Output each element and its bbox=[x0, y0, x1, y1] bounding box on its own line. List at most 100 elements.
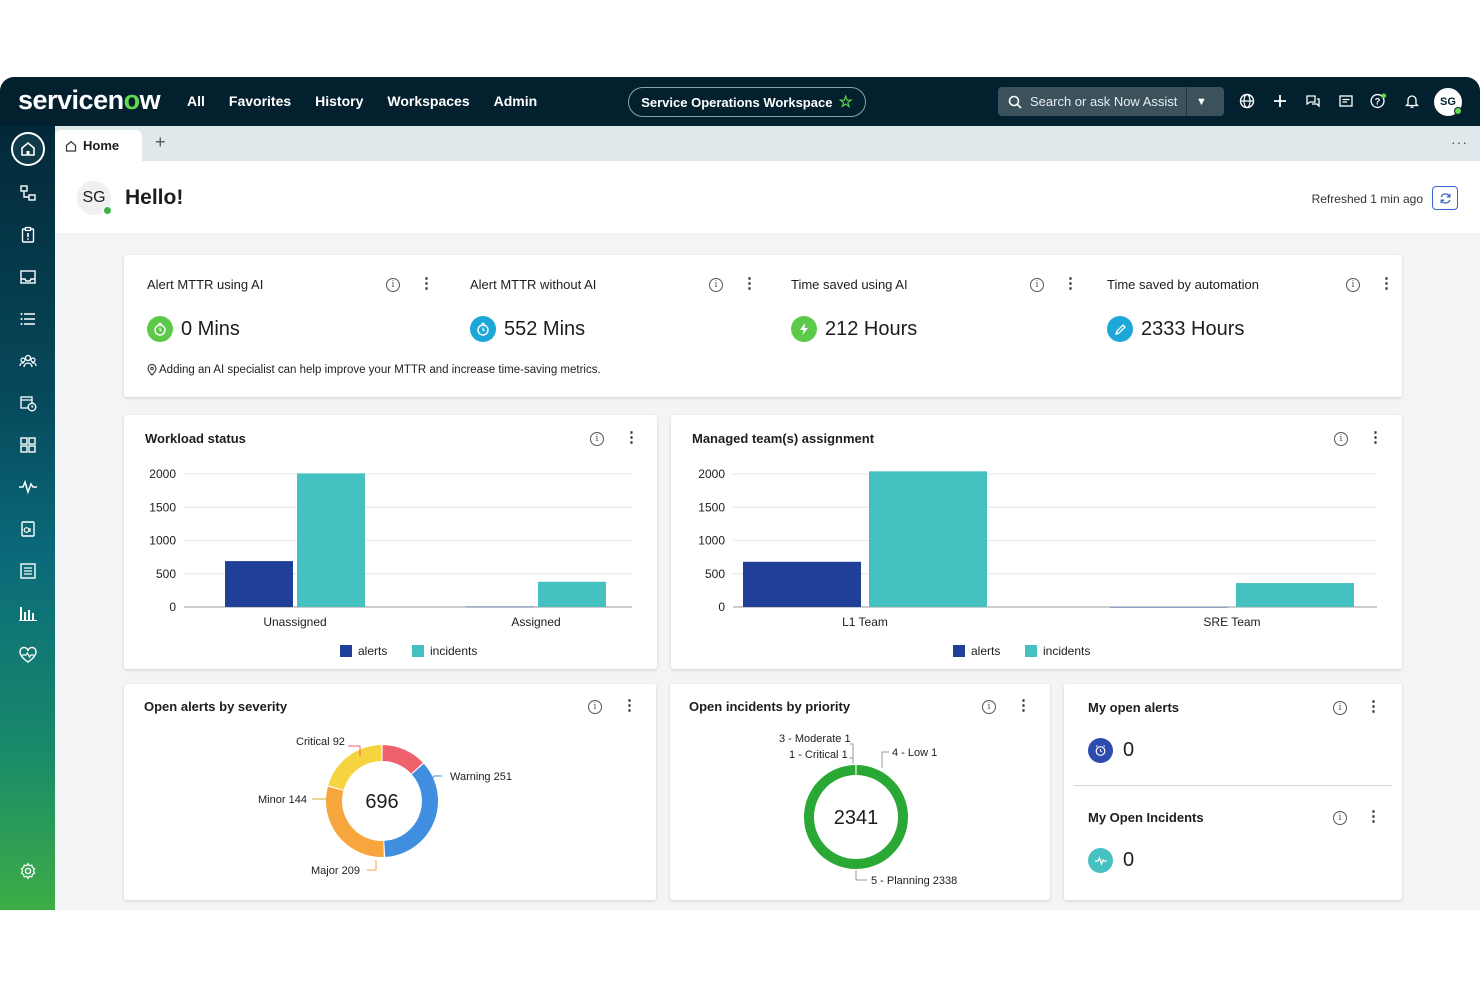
nav-menu: All Favorites History Workspaces Admin bbox=[187, 93, 537, 109]
donut-slice bbox=[382, 745, 423, 774]
metric-label: Time saved by automation bbox=[1107, 277, 1259, 292]
refresh-icon bbox=[1440, 192, 1450, 204]
list-icon[interactable] bbox=[14, 305, 42, 333]
globe-icon[interactable] bbox=[1238, 90, 1255, 112]
add-tab-button[interactable]: + bbox=[155, 132, 166, 152]
heart-health-icon[interactable] bbox=[14, 641, 42, 669]
tab-home-label: Home bbox=[83, 138, 120, 153]
info-icon[interactable]: i bbox=[1030, 278, 1044, 292]
kebab-menu-icon[interactable]: ⋮ bbox=[419, 275, 434, 292]
form-list-icon[interactable] bbox=[14, 557, 42, 585]
info-icon[interactable]: i bbox=[1333, 701, 1347, 715]
tab-bar: Home + ··· bbox=[55, 126, 1480, 161]
alarm-clock-icon bbox=[1088, 738, 1113, 763]
analytics-icon[interactable] bbox=[14, 599, 42, 627]
leader-line bbox=[367, 860, 377, 871]
more-options-icon[interactable]: ··· bbox=[1451, 134, 1468, 150]
card-title: Managed team(s) assignment bbox=[692, 431, 875, 446]
x-category-label: L1 Team bbox=[842, 615, 888, 629]
nav-history[interactable]: History bbox=[315, 93, 364, 109]
home-icon[interactable] bbox=[11, 132, 45, 166]
legend-swatch bbox=[953, 645, 965, 657]
inbox-icon[interactable] bbox=[1337, 90, 1354, 112]
info-icon[interactable]: i bbox=[386, 278, 400, 292]
my-open-incidents-value[interactable]: 0 bbox=[1088, 848, 1134, 873]
info-icon[interactable]: i bbox=[1334, 432, 1348, 446]
global-search[interactable]: Search or ask Now Assist ▼ bbox=[998, 87, 1224, 116]
kebab-menu-icon[interactable]: ⋮ bbox=[1368, 429, 1383, 446]
slice-label-name: Warning bbox=[450, 771, 491, 783]
inbox-tray-icon[interactable] bbox=[14, 263, 42, 291]
metric-value: 0 Mins bbox=[147, 316, 240, 342]
managed-bar-chart: 0 500 1000 1500 2000 L1 Team SRE Team alerts inc… bbox=[698, 467, 1377, 658]
kebab-menu-icon[interactable]: ⋮ bbox=[742, 275, 757, 292]
my-open-alerts-value[interactable]: 0 bbox=[1088, 738, 1134, 763]
legend-label: alerts bbox=[358, 644, 387, 658]
slice-label-value: 1 bbox=[842, 749, 848, 761]
pulse-icon[interactable] bbox=[14, 473, 42, 501]
metric-value: 552 Mins bbox=[470, 316, 585, 342]
slice-label: Major 209 bbox=[311, 865, 360, 877]
info-icon[interactable]: i bbox=[590, 432, 604, 446]
kebab-menu-icon[interactable]: ⋮ bbox=[1379, 275, 1394, 292]
hierarchy-icon[interactable] bbox=[14, 179, 42, 207]
chat-icon[interactable] bbox=[1304, 90, 1321, 112]
info-icon[interactable]: i bbox=[982, 700, 996, 714]
donut-slice bbox=[328, 745, 382, 790]
leader-line bbox=[427, 775, 442, 785]
legend-swatch bbox=[340, 645, 352, 657]
workspace-pill[interactable]: Service Operations Workspace ☆ bbox=[628, 87, 866, 117]
clipboard-icon[interactable] bbox=[14, 221, 42, 249]
metric-value: 212 Hours bbox=[791, 316, 917, 342]
info-icon[interactable]: i bbox=[1333, 811, 1347, 825]
lightning-icon bbox=[791, 316, 817, 342]
online-status-dot bbox=[1454, 107, 1462, 115]
kebab-menu-icon[interactable]: ⋮ bbox=[622, 697, 637, 714]
workload-status-card: Workload status i ⋮ 0 500 1000 1500 2000 Unas… bbox=[124, 415, 657, 669]
my-open-alerts-title: My open alerts bbox=[1088, 700, 1180, 715]
info-icon[interactable]: i bbox=[1346, 278, 1360, 292]
tab-home[interactable]: Home bbox=[55, 130, 142, 161]
info-icon[interactable]: i bbox=[709, 278, 723, 292]
servicenow-logo[interactable]: servicenow bbox=[18, 85, 161, 115]
donut-slice bbox=[326, 786, 384, 857]
report-icon[interactable] bbox=[14, 515, 42, 543]
y-tick-label: 1500 bbox=[149, 500, 176, 514]
nav-workspaces[interactable]: Workspaces bbox=[387, 93, 470, 109]
calendar-clock-icon[interactable] bbox=[14, 389, 42, 417]
info-icon[interactable]: i bbox=[588, 700, 602, 714]
gear-icon[interactable] bbox=[14, 857, 42, 885]
legend-label: alerts bbox=[971, 644, 1000, 658]
nav-admin[interactable]: Admin bbox=[493, 93, 538, 109]
card-title: Workload status bbox=[145, 431, 246, 446]
nav-favorites[interactable]: Favorites bbox=[228, 93, 292, 109]
grid-icon[interactable] bbox=[14, 431, 42, 459]
help-icon[interactable]: ? bbox=[1370, 90, 1387, 112]
refresh-button[interactable] bbox=[1432, 186, 1458, 210]
kebab-menu-icon[interactable]: ⋮ bbox=[1016, 697, 1031, 714]
kebab-menu-icon[interactable]: ⋮ bbox=[1366, 698, 1381, 715]
search-scope-dropdown[interactable]: ▼ bbox=[1186, 87, 1216, 116]
slice-label: Critical 92 bbox=[296, 736, 345, 748]
bell-icon[interactable] bbox=[1403, 90, 1420, 112]
app-window: servicenow All Favorites History Workspa… bbox=[0, 77, 1480, 910]
kebab-menu-icon[interactable]: ⋮ bbox=[1063, 275, 1078, 292]
kebab-menu-icon[interactable]: ⋮ bbox=[624, 429, 639, 446]
managed-teams-card: Managed team(s) assignment i ⋮ 0 500 1000 1… bbox=[671, 415, 1402, 669]
slice-label-value: 251 bbox=[494, 771, 512, 783]
slice-label-value: 1 bbox=[844, 733, 850, 745]
plus-icon[interactable] bbox=[1271, 90, 1288, 112]
nav-all[interactable]: All bbox=[187, 93, 205, 109]
user-avatar[interactable]: SG bbox=[1434, 88, 1462, 116]
kebab-menu-icon[interactable]: ⋮ bbox=[1366, 808, 1381, 825]
search-input[interactable]: Search or ask Now Assist bbox=[1030, 94, 1178, 109]
leader-line bbox=[850, 743, 854, 762]
x-category-label: SRE Team bbox=[1203, 615, 1260, 629]
card-title: Open alerts by severity bbox=[144, 699, 288, 714]
leader-line bbox=[348, 745, 361, 756]
my-items-card: My open alerts i ⋮ 0 My Open Incidents i… bbox=[1064, 684, 1402, 900]
ai-metrics-card: Alert MTTR using AI i ⋮ 0 Mins Alert MTTR wi… bbox=[124, 255, 1402, 397]
pencil-icon bbox=[1107, 316, 1133, 342]
star-icon[interactable]: ☆ bbox=[838, 94, 853, 111]
team-icon[interactable] bbox=[14, 347, 42, 375]
